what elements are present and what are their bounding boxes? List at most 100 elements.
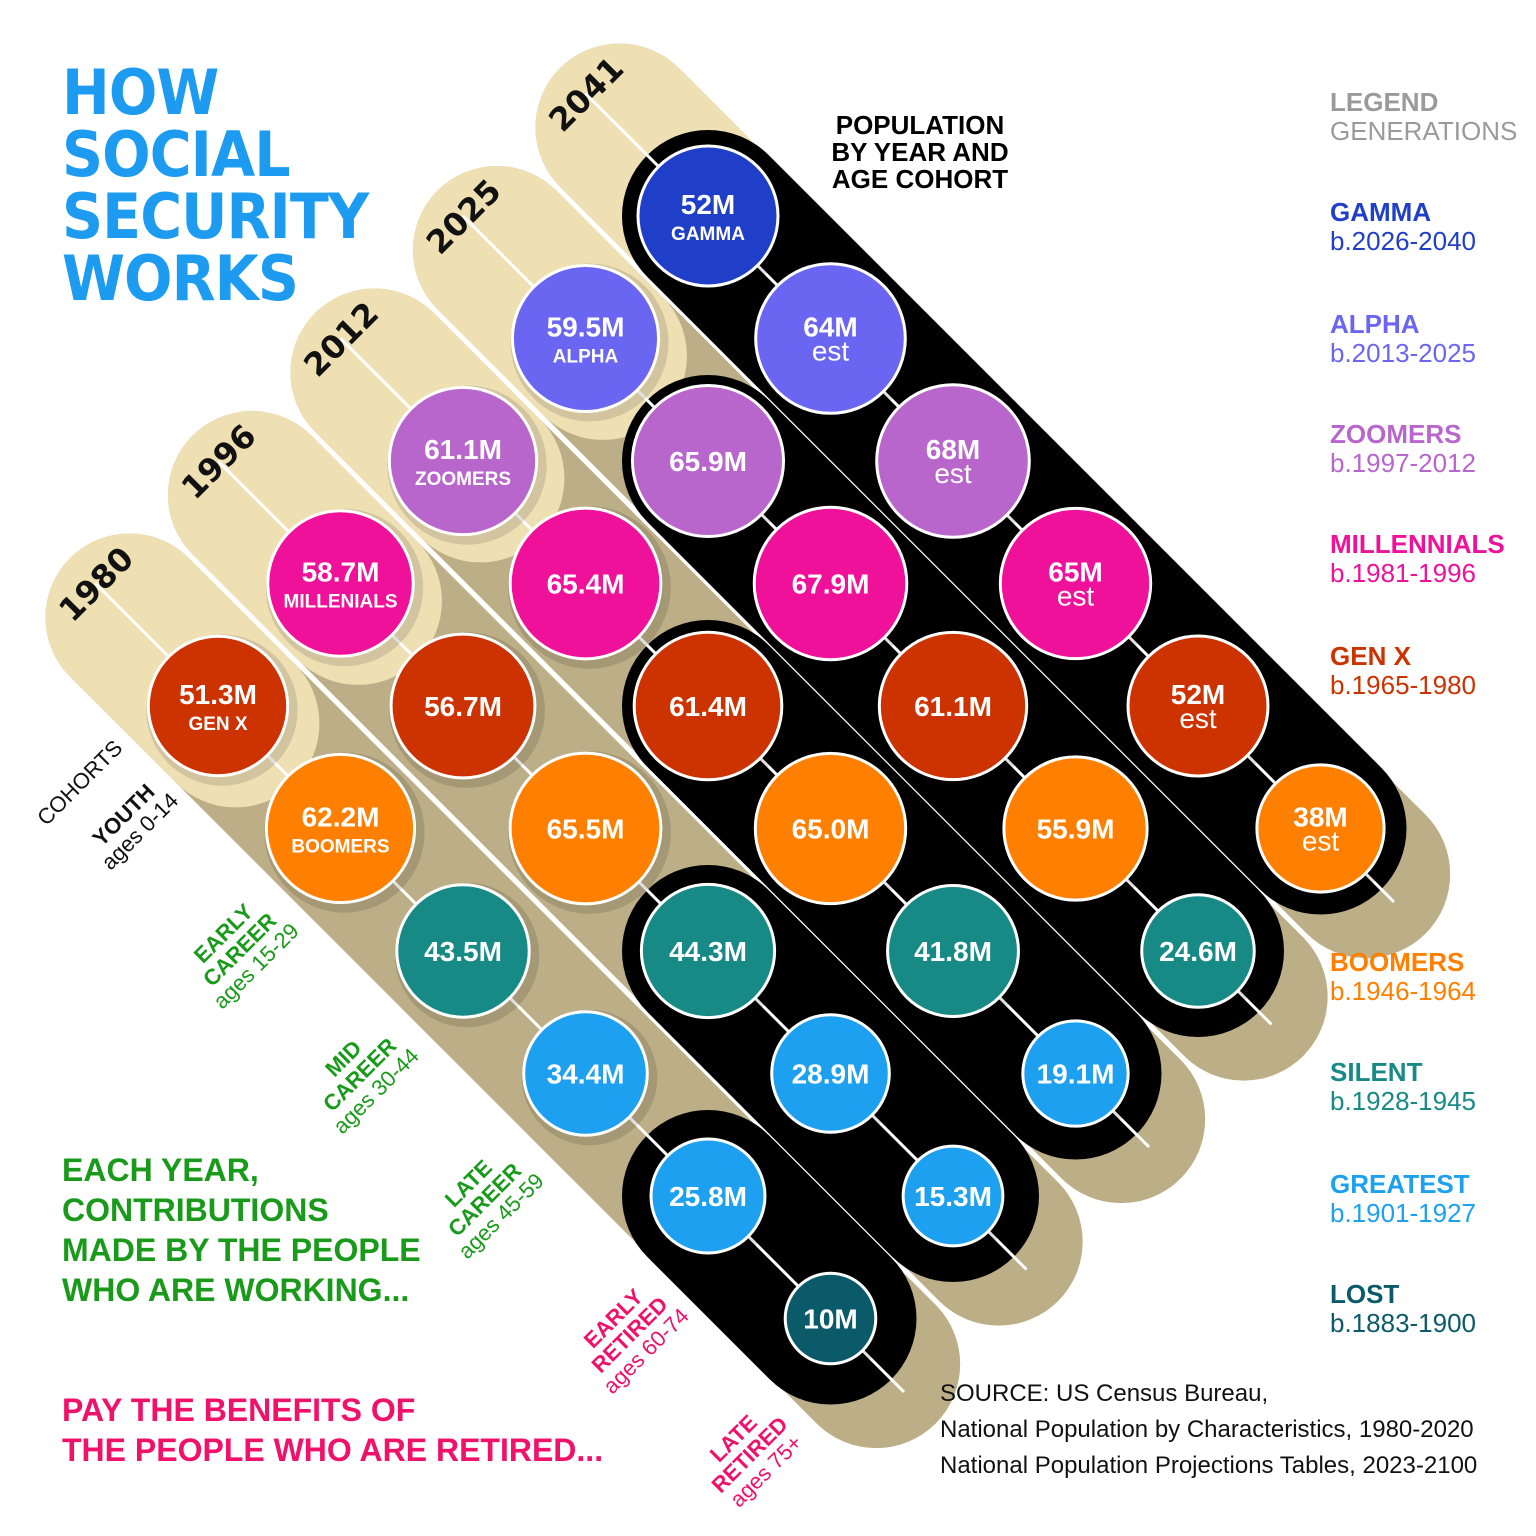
generation-label: GAMMA [671,224,745,245]
title-line: WORKS [62,242,299,315]
legend-item: LOST b.1883-1900 [1330,1280,1530,1338]
legend-item-years: b.1928-1945 [1330,1086,1477,1116]
population-bubble [1255,763,1386,894]
population-value: 68M [926,434,980,465]
legend-item: MILLENNIALS b.1981-1996 [1330,530,1530,588]
population-value: 64M [803,312,857,343]
legend-item-years: b.2026-2040 [1330,226,1477,256]
population-bubble [508,751,663,906]
legend-item-years: b.1883-1900 [1330,1308,1477,1338]
legend-item-name: BOOMERS [1330,947,1465,977]
legend-item: ZOOMERS b.1997-2012 [1330,420,1530,478]
source-note: SOURCE: US Census Bureau, National Popul… [940,1376,1520,1484]
generation-label: est [1179,703,1217,734]
population-value: 59.5M [547,312,625,343]
population-bubble [1140,893,1256,1009]
population-value: 62.2M [302,802,380,833]
population-bubble [639,882,777,1020]
legend-subheading: GENERATIONS [1330,116,1518,146]
generation-label: BOOMERS [291,837,389,858]
population-bubble [146,634,290,778]
population-bubble [387,385,539,537]
population-value: 41.8M [914,936,992,967]
population-value: 65.9M [669,446,747,477]
population-bubble [901,1144,1005,1248]
population-bubble [770,1013,891,1134]
population-bubble [1021,1019,1130,1128]
population-title: POPULATION BY YEAR AND AGE COHORT [820,112,1020,193]
population-value: 58.7M [302,557,380,588]
population-bubble [266,509,415,658]
population-bubble [264,752,417,905]
legend-item: GAMMA b.2026-2040 [1330,198,1530,256]
population-bubble [649,1137,767,1255]
population-value: 56.7M [424,691,502,722]
legend-item-years: b.1997-2012 [1330,448,1477,478]
generation-label: MILLENIALS [284,592,398,613]
generation-label: est [1302,826,1340,857]
legend-item-years: b.1981-1996 [1330,558,1477,588]
generation-label: ALPHA [553,347,619,368]
legend-heading: LEGEND [1330,87,1439,117]
population-value: 65M [1048,557,1102,588]
population-value: 44.3M [669,936,747,967]
generation-label: ZOOMERS [415,469,511,490]
legend: LEGEND GENERATIONS [1330,88,1530,146]
source-line: National Population Projections Tables, … [940,1452,1478,1479]
population-value: 61.1M [914,691,992,722]
population-bubble [754,262,907,415]
source-line: National Population by Characteristics, … [940,1416,1474,1443]
population-bubble [1002,755,1149,902]
population-bubble [877,630,1029,782]
population-value: 61.4M [669,691,747,722]
legend-item-name: ZOOMERS [1330,419,1462,449]
retired-message-line: PAY THE BENEFITS OF [62,1392,416,1428]
retired-message: PAY THE BENEFITS OF THE PEOPLE WHO ARE R… [62,1390,603,1470]
legend-item-name: GEN X [1330,641,1411,671]
legend-item-years: b.1901-1927 [1330,1198,1477,1228]
legend-item-name: GREATEST [1330,1169,1470,1199]
population-bubble [389,632,537,780]
legend-item-years: b.1965-1980 [1330,670,1477,700]
population-value: 43.5M [424,936,502,967]
population-bubble [510,263,661,414]
retired-message-line: THE PEOPLE WHO ARE RETIRED... [62,1432,604,1468]
legend-item-years: b.1946-1964 [1330,976,1477,1006]
generation-label: est [934,458,972,489]
population-value: 55.9M [1037,814,1115,845]
population-bubble [636,144,780,288]
page-title: HOW SOCIAL SECURITY WORKS [62,62,448,310]
working-message-line: MADE BY THE PEOPLE [62,1232,421,1268]
generation-label: GEN X [188,714,247,735]
legend-item: BOOMERS b.1946-1964 [1330,948,1530,1006]
legend-item-name: MILLENNIALS [1330,529,1505,559]
working-message: EACH YEAR, CONTRIBUTIONS MADE BY THE PEO… [62,1150,421,1310]
legend-item-name: LOST [1330,1279,1400,1309]
source-line: SOURCE: US Census Bureau, [940,1380,1269,1407]
working-message-line: EACH YEAR, [62,1152,259,1188]
population-value: 34.4M [547,1059,625,1090]
population-bubble [752,505,909,662]
population-value: 65.5M [547,814,625,845]
population-bubble [875,383,1031,539]
population-value: 10M [803,1304,857,1335]
population-value: 15.3M [914,1181,992,1212]
population-bubble [1126,634,1270,778]
population-bubble [998,506,1153,661]
legend-item: ALPHA b.2013-2025 [1330,310,1530,368]
population-bubble [395,883,531,1019]
population-value: 38M [1293,802,1347,833]
population-bubble [753,751,908,906]
title-line: SECURITY [62,180,369,253]
population-value: 25.8M [669,1181,747,1212]
generation-label: est [1057,581,1095,612]
population-bubble [522,1010,649,1137]
population-value: 52M [681,189,735,220]
legend-item-name: ALPHA [1330,309,1420,339]
title-line: HOW [62,56,219,129]
population-value: 24.6M [1159,936,1237,967]
legend-item-years: b.2013-2025 [1330,338,1477,368]
population-value: 19.1M [1037,1059,1115,1090]
